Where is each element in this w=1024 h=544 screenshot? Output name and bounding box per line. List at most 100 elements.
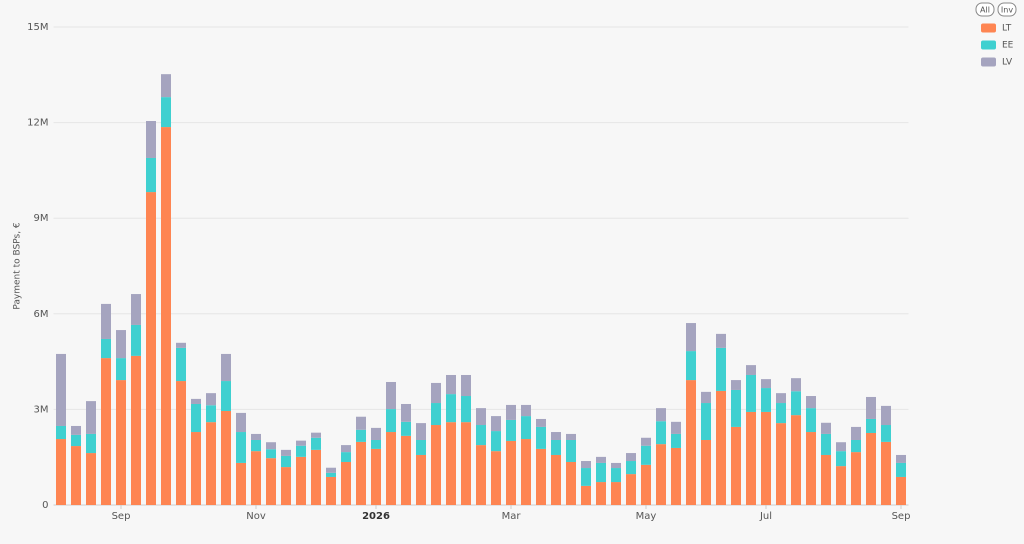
- bar-segment: [161, 74, 171, 98]
- legend-label[interactable]: EE: [1002, 41, 1014, 51]
- bar-segment: [221, 353, 231, 382]
- bar-segment: [236, 462, 246, 505]
- bar-segment: [851, 439, 861, 453]
- bar-segment: [506, 404, 516, 420]
- bar-segment: [491, 416, 501, 432]
- bar-segment: [281, 449, 291, 456]
- bar-segment: [266, 458, 276, 505]
- bar-segment: [431, 403, 441, 426]
- bar-segment: [521, 404, 531, 417]
- bar-segment: [716, 390, 726, 505]
- bar-segment: [641, 445, 651, 465]
- bar-segment: [176, 347, 186, 382]
- bar-segment: [536, 418, 546, 427]
- bar-segment: [746, 374, 756, 412]
- bar-segment: [881, 405, 891, 426]
- bar-segment: [416, 454, 426, 505]
- bar-segment: [416, 423, 426, 440]
- bar-segment: [146, 157, 156, 193]
- bar-segment: [206, 393, 216, 406]
- control-button[interactable]: [997, 2, 1017, 17]
- bar-segment: [191, 398, 201, 404]
- bar-segment: [791, 378, 801, 392]
- control-label[interactable]: Inv: [1001, 6, 1013, 15]
- bar-segment: [731, 389, 741, 427]
- bar-segment: [461, 396, 471, 423]
- bar-segment: [776, 393, 786, 404]
- bar-segment: [356, 416, 366, 430]
- bar-segment: [296, 456, 306, 505]
- bar-segment: [626, 474, 636, 505]
- bar-segment: [626, 453, 636, 462]
- bar-segment: [671, 447, 681, 505]
- x-tick-label: Jul: [759, 511, 772, 522]
- bar-segment: [821, 433, 831, 455]
- bar-segment: [506, 419, 516, 441]
- y-tick-label: 15M: [27, 22, 48, 33]
- bar-segment: [71, 425, 81, 435]
- bar-segment: [551, 439, 561, 455]
- bar-segment: [626, 461, 636, 475]
- bar-segment: [746, 365, 756, 375]
- bar-segment: [176, 381, 186, 505]
- bar-segment: [476, 408, 486, 426]
- bar-segment: [71, 446, 81, 505]
- bar-segment: [356, 441, 366, 505]
- bar-segment: [446, 394, 456, 423]
- bar-segment: [821, 422, 831, 434]
- bar-segment: [836, 442, 846, 452]
- bar-segment: [731, 426, 741, 505]
- bar-segment: [776, 423, 786, 505]
- bar-segment: [671, 433, 681, 448]
- control-label[interactable]: All: [980, 6, 990, 15]
- bar-segment: [596, 456, 606, 463]
- x-tick-label: Sep: [892, 511, 911, 522]
- x-tick-label: 2026: [362, 511, 390, 522]
- bar-segment: [641, 437, 651, 446]
- bar-segment: [311, 432, 321, 438]
- bar-segment: [311, 449, 321, 505]
- legend-label[interactable]: LV: [1002, 58, 1013, 68]
- bar-segment: [806, 432, 816, 505]
- y-tick-label: 0: [42, 500, 48, 511]
- control-button[interactable]: [975, 2, 995, 17]
- legend-swatch[interactable]: [981, 40, 996, 50]
- bar-segment: [686, 351, 696, 381]
- bar-segment: [836, 466, 846, 505]
- bar-segment: [386, 432, 396, 505]
- x-tick-label: Sep: [112, 511, 131, 522]
- bar-segment: [701, 403, 711, 440]
- bar-segment: [206, 405, 216, 423]
- legend-swatch[interactable]: [981, 23, 996, 33]
- bar-segment: [821, 454, 831, 505]
- bar-segment: [566, 439, 576, 462]
- y-axis-title: Payment to BSPs, €: [13, 222, 23, 310]
- bar-segment: [371, 439, 381, 449]
- bar-segment: [56, 439, 66, 505]
- bar-segment: [731, 380, 741, 390]
- bar-segment: [686, 380, 696, 505]
- bar-segment: [86, 433, 96, 454]
- bar-segment: [566, 433, 576, 440]
- bar-segment: [86, 401, 96, 434]
- bar-segment: [56, 425, 66, 440]
- bar-segment: [566, 461, 576, 505]
- bar-segment: [881, 425, 891, 442]
- bar-segment: [281, 455, 291, 468]
- legend-swatch[interactable]: [981, 57, 996, 67]
- bar-segment: [431, 425, 441, 505]
- legend-label[interactable]: LT: [1002, 24, 1012, 34]
- bar-segment: [401, 435, 411, 505]
- bar-segment: [386, 409, 396, 433]
- bar-segment: [296, 440, 306, 446]
- bar-segment: [251, 451, 261, 505]
- bar-segment: [551, 432, 561, 440]
- bar-segment: [401, 403, 411, 422]
- bar-segment: [386, 381, 396, 410]
- bar-segment: [476, 445, 486, 505]
- bar-segment: [356, 429, 366, 442]
- y-tick-label: 6M: [34, 309, 49, 320]
- bar-segment: [491, 451, 501, 505]
